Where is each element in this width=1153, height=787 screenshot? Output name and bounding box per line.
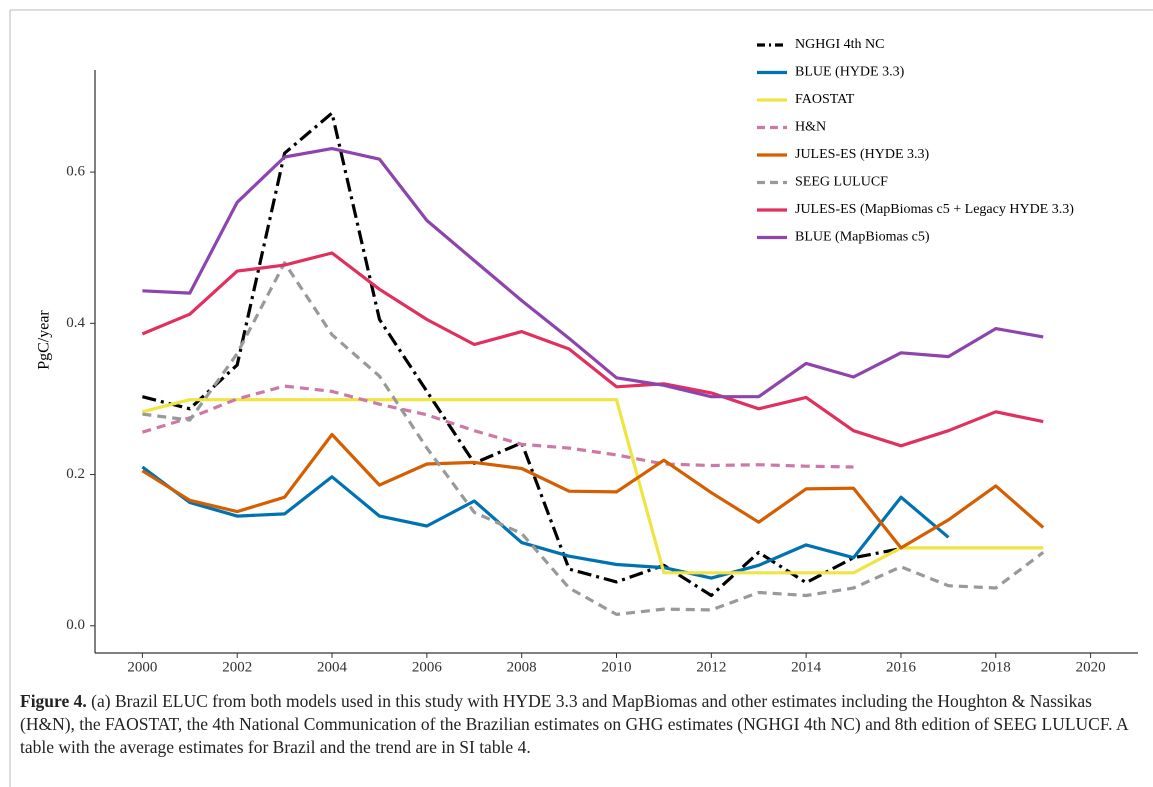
legend-label: JULES-ES (MapBiomas c5 + Legacy HYDE 3.3…: [795, 202, 1074, 217]
y-tick-label: 0.0: [66, 617, 85, 633]
x-tick-label: 2016: [886, 659, 917, 675]
x-tick-label: 2006: [412, 659, 443, 675]
series-line: [141, 384, 854, 469]
legend-label: BLUE (MapBiomas c5): [795, 230, 930, 245]
x-tick-label: 2004: [317, 659, 348, 675]
series-line: [142, 111, 902, 598]
legend-label: FAOSTAT: [795, 92, 855, 107]
y-tick-label: 0.4: [66, 315, 85, 331]
series-line: [142, 147, 1044, 399]
series-line: [141, 432, 1045, 550]
x-tick-label: 2018: [981, 659, 1011, 675]
x-tick-label: 2010: [602, 659, 632, 675]
x-tick-label: 2002: [222, 659, 252, 675]
caption-label: Figure 4.: [20, 691, 87, 711]
series-line: [141, 251, 1044, 448]
legend-label: JULES-ES (HYDE 3.3): [795, 147, 929, 162]
legend-label: NGHGI 4th NC: [795, 37, 884, 52]
x-tick-label: 2008: [507, 659, 537, 675]
legend-label: SEEG LULUCF: [795, 175, 888, 190]
legend-label: BLUE (HYDE 3.3): [795, 65, 905, 80]
series-line: [142, 398, 1044, 575]
x-tick-label: 2020: [1076, 659, 1106, 675]
caption: Figure 4. (a) Brazil ELUC from both mode…: [20, 690, 1138, 759]
y-tick-label: 0.2: [66, 466, 85, 482]
y-tick-label: 0.6: [66, 164, 85, 180]
y-axis-label: PgC/year: [36, 310, 53, 370]
x-tick-label: 2012: [696, 659, 726, 675]
series-line: [142, 261, 1045, 616]
x-tick-label: 2000: [127, 659, 157, 675]
x-tick-label: 2014: [791, 659, 822, 675]
caption-text: (a) Brazil ELUC from both models used in…: [20, 691, 1128, 757]
legend-label: H&N: [795, 120, 826, 135]
series-line: [141, 465, 950, 580]
